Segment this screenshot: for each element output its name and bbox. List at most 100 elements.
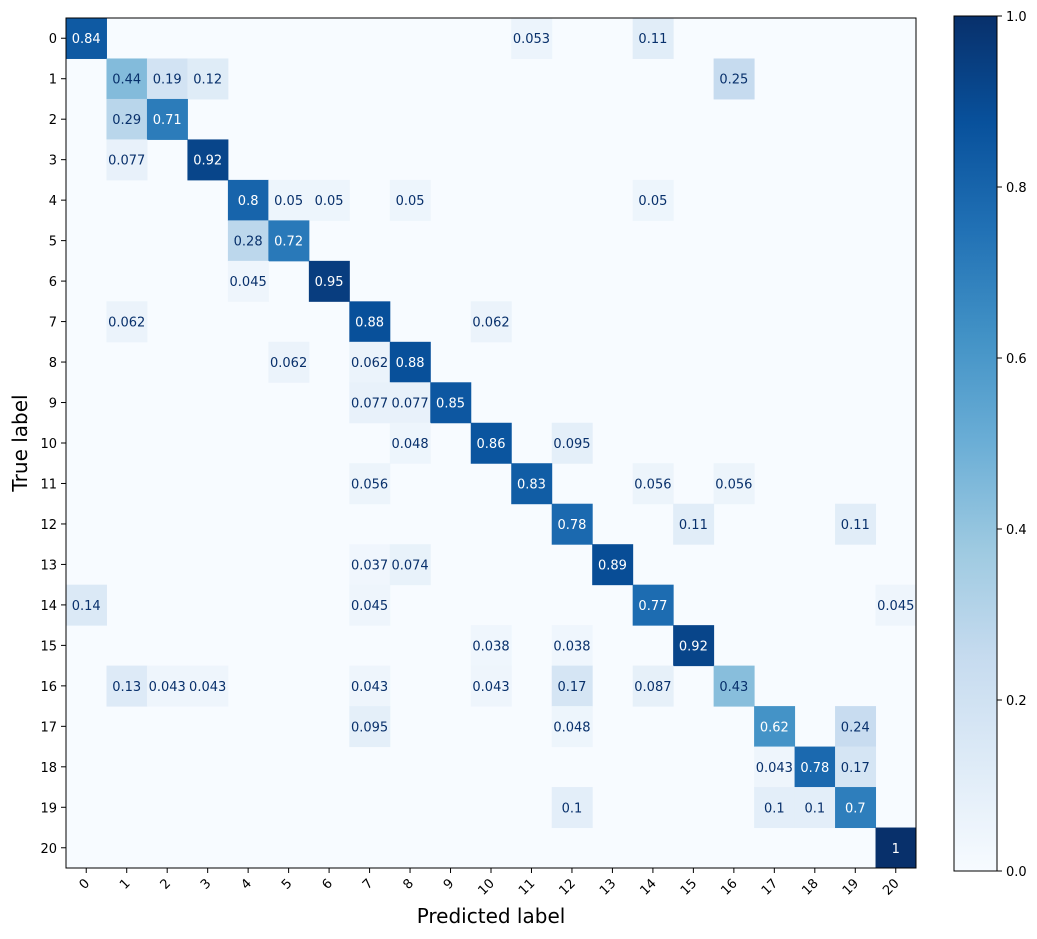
cell-value-label: 0.62 [760,720,789,735]
heatmap-cell [187,665,229,707]
cell-value-label: 0.17 [841,761,870,776]
heatmap-cell [106,58,148,100]
heatmap-cell [794,787,836,829]
heatmap-cell [187,58,229,100]
colorbar-tick-label: 0.4 [1006,523,1027,538]
y-tick-label: 12 [40,518,57,533]
cell-value-label: 0.037 [351,558,388,573]
cell-value-label: 0.85 [436,397,465,412]
heatmap-cell [146,98,188,140]
heatmap-cell [673,625,715,667]
x-tick-label: 3 [198,876,214,892]
x-tick-label: 5 [279,876,295,892]
cell-value-label: 0.17 [557,680,586,695]
cell-value-label: 0.1 [562,801,583,816]
x-tick-label: 10 [476,876,498,898]
y-tick-label: 18 [40,761,57,776]
x-tick-label: 16 [718,876,740,898]
cell-value-label: 0.84 [72,32,101,47]
heatmap-cell-labels: 0.84 0.053 0.110.44 0.19 0.12 0.250.29 0.710.0… [72,32,915,857]
heatmap-cell [754,706,796,748]
cell-value-label: 0.038 [472,639,509,654]
y-tick-label: 13 [40,558,57,573]
colorbar [953,15,998,872]
cell-value-label: 0.05 [638,194,667,209]
cell-value-label: 0.045 [351,599,388,614]
y-tick-label: 19 [40,801,57,816]
heatmap-cell [511,18,553,59]
cell-value-label: 0.78 [800,761,829,776]
heatmap-cell [106,301,148,343]
heatmap-cell [349,341,391,383]
x-tick-label: 0 [77,876,93,892]
cell-value-label: 0.88 [396,356,425,371]
heatmap-cell [551,625,593,667]
heatmap-cell [754,746,796,788]
cell-value-label: 0.92 [679,639,708,654]
x-tick-label: 1 [117,876,133,892]
cell-value-label: 0.14 [72,599,101,614]
heatmap-cell [66,584,107,626]
heatmap-cell [470,665,512,707]
x-tick-label: 4 [239,876,255,892]
heatmap-cell [551,787,593,829]
heatmap-cell [551,503,593,545]
cell-value-label: 0.83 [517,477,546,492]
y-tick-label: 6 [49,275,57,290]
heatmap-cell [308,260,350,302]
heatmap-cell [349,544,391,586]
heatmap-cell [835,503,877,545]
cell-value-label: 0.043 [351,680,388,695]
heatmap-cell [713,463,755,505]
cell-value-label: 0.043 [189,680,226,695]
heatmap-cell [754,787,796,829]
heatmap-cell [632,179,674,221]
heatmap-cell [389,341,431,383]
heatmap-cell [268,220,310,262]
colorbar-tick-label: 1.0 [1006,10,1027,25]
y-tick-label: 1 [49,73,57,88]
cell-value-label: 0.056 [715,477,752,492]
x-tick-label: 14 [637,876,659,898]
cell-value-label: 0.095 [553,437,590,452]
x-tick-label: 9 [441,876,457,892]
cell-value-label: 0.048 [553,720,590,735]
colorbar-tick-label: 0.8 [1006,181,1027,196]
heatmap-cell [146,665,188,707]
heatmap-cell [227,260,269,302]
y-tick-label: 0 [49,32,57,47]
heatmap-cell [268,341,310,383]
y-tick-label: 9 [49,397,57,412]
heatmap-cell [106,98,148,140]
cell-value-label: 0.19 [153,73,182,88]
heatmap-cell [470,301,512,343]
cell-value-label: 0.77 [638,599,667,614]
heatmap-cell [66,18,107,59]
colorbar-ticks: 0.0 0.2 0.4 0.6 0.8 1.0 [997,10,1027,880]
y-tick-label: 8 [49,356,57,371]
cell-value-label: 0.077 [108,154,145,169]
cell-value-label: 0.71 [153,113,182,128]
cell-value-label: 0.86 [477,437,506,452]
heatmap-cell [592,544,634,586]
cell-value-label: 0.048 [391,437,428,452]
cell-value-label: 0.88 [355,316,384,331]
y-tick-label: 10 [40,437,57,452]
cell-value-label: 0.056 [634,477,671,492]
heatmap-cell [511,463,553,505]
cell-value-label: 0.1 [804,801,825,816]
heatmap-cell [106,139,148,181]
cell-value-label: 0.78 [557,518,586,533]
cell-value-label: 0.087 [634,680,671,695]
x-tick-label: 6 [319,876,335,892]
y-tick-label: 3 [49,154,57,169]
heatmap-cell [227,179,269,221]
y-tick-label: 11 [40,477,57,492]
heatmap-cell [308,179,350,221]
heatmap-cell [551,422,593,464]
cell-value-label: 0.28 [234,235,263,250]
heatmap-cell [389,422,431,464]
cell-value-label: 0.077 [391,397,428,412]
x-tick-label: 13 [597,876,619,898]
